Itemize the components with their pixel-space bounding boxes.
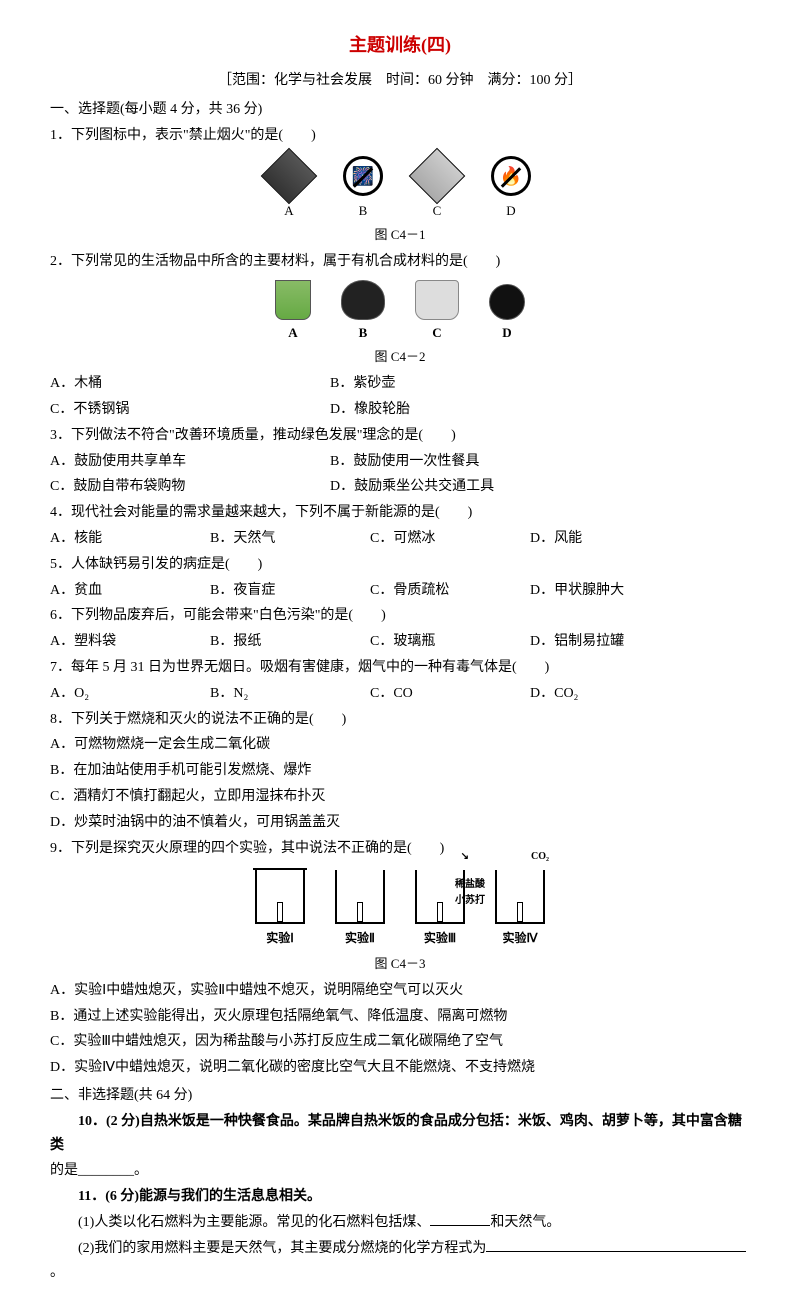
- q2d: D．橡胶轮胎: [330, 398, 410, 422]
- q11: 11．(6 分)能源与我们的生活息息相关。: [50, 1185, 750, 1209]
- q5d: D．甲状腺肿大: [530, 579, 690, 603]
- fig2-b: B: [359, 322, 368, 344]
- exp1-label: 实验Ⅰ: [266, 928, 294, 948]
- q11-1: (1)人类以化石燃料为主要能源。常见的化石燃料包括煤、和天然气。: [50, 1211, 750, 1235]
- q4: 4．现代社会对能量的需求量越来越大，下列不属于新能源的是( ): [50, 501, 750, 525]
- q9d: D．实验Ⅳ中蜡烛熄灭，说明二氧化碳的密度比空气大且不能燃烧、不支持燃烧: [50, 1056, 750, 1080]
- q4d: D．风能: [530, 527, 690, 551]
- co2-label: CO₂: [531, 848, 549, 865]
- q9a: A．实验Ⅰ中蜡烛熄灭，实验Ⅱ中蜡烛不熄灭，说明隔绝空气可以灭火: [50, 979, 750, 1003]
- blank-fuel: [430, 1225, 490, 1226]
- fig2-caption: 图 C4－2: [50, 346, 750, 368]
- q4a: A．核能: [50, 527, 210, 551]
- q2a: A．木桶: [50, 372, 330, 396]
- q2c: C．不锈钢锅: [50, 398, 330, 422]
- q3: 3．下列做法不符合"改善环境质量，推动绿色发展"理念的是( ): [50, 424, 750, 448]
- q9: 9．下列是探究灭火原理的四个实验，其中说法不正确的是( ): [50, 837, 750, 861]
- q8c: C．酒精灯不慎打翻起火，立即用湿抹布扑灭: [50, 785, 750, 809]
- fig2-a: A: [288, 322, 297, 344]
- q8d: D．炒菜时油锅中的油不慎着火，可用锅盖盖灭: [50, 811, 750, 835]
- exp4-label: 实验Ⅳ: [502, 928, 537, 948]
- q3b: B．鼓励使用一次性餐具: [330, 450, 479, 474]
- q5b: B．夜盲症: [210, 579, 370, 603]
- q5a: A．贫血: [50, 579, 210, 603]
- q11-2: (2)我们的家用燃料主要是天然气，其主要成分燃烧的化学方程式为。: [50, 1237, 750, 1285]
- fig1-b: B: [359, 200, 368, 222]
- fig1-d: D: [506, 200, 515, 222]
- q2: 2．下列常见的生活物品中所含的主要材料，属于有机合成材料的是( ): [50, 250, 750, 274]
- q8b: B．在加油站使用手机可能引发燃烧、爆炸: [50, 759, 750, 783]
- q7d: D．CO₂: [530, 682, 690, 706]
- q9c: C．实验Ⅲ中蜡烛熄灭，因为稀盐酸与小苏打反应生成二氧化碳隔绝了空气: [50, 1030, 750, 1054]
- figure-c4-2: A B C D: [50, 280, 750, 344]
- fig3-caption: 图 C4－3: [50, 953, 750, 975]
- q6d: D．铝制易拉罐: [530, 630, 690, 654]
- fig2-c: C: [432, 322, 441, 344]
- q6c: C．玻璃瓶: [370, 630, 530, 654]
- q8a: A．可燃物燃烧一定会生成二氧化碳: [50, 733, 750, 757]
- q7c: C．CO: [370, 682, 530, 706]
- page-title: 主题训练(四): [50, 30, 750, 61]
- exp2-label: 实验Ⅱ: [345, 928, 375, 948]
- blank-equation: [486, 1251, 746, 1252]
- subtitle: ［范围：化学与社会发展 时间：60 分钟 满分：100 分］: [50, 69, 750, 93]
- figure-c4-1: A 🎆B C 🔥D: [50, 154, 750, 222]
- acid-label: 稀盐酸: [455, 876, 485, 893]
- q3c: C．鼓励自带布袋购物: [50, 475, 330, 499]
- q2b: B．紫砂壶: [330, 372, 395, 396]
- q9b: B．通过上述实验能得出，灭火原理包括隔绝氧气、降低温度、隔离可燃物: [50, 1005, 750, 1029]
- section2-header: 二、非选择题(共 64 分): [50, 1084, 750, 1108]
- q7a: A．O₂: [50, 682, 210, 706]
- q7b: B．N₂: [210, 682, 370, 706]
- q3a: A．鼓励使用共享单车: [50, 450, 330, 474]
- q7: 7．每年 5 月 31 日为世界无烟日。吸烟有害健康，烟气中的一种有毒气体是( …: [50, 656, 750, 680]
- q10-tail: 的是________。: [50, 1159, 750, 1183]
- q10: 10．(2 分)自热米饭是一种快餐食品。某品牌自热米饭的食品成分包括：米饭、鸡肉…: [50, 1110, 750, 1158]
- q4c: C．可燃冰: [370, 527, 530, 551]
- figure-c4-3: 实验Ⅰ 实验Ⅱ ↘稀盐酸小苏打实验Ⅲ CO₂实验Ⅳ: [50, 870, 750, 948]
- q5: 5．人体缺钙易引发的病症是( ): [50, 553, 750, 577]
- q1: 1．下列图标中，表示"禁止烟火"的是( ): [50, 124, 750, 148]
- section1-header: 一、选择题(每小题 4 分，共 36 分): [50, 98, 750, 122]
- q4b: B．天然气: [210, 527, 370, 551]
- q6a: A．塑料袋: [50, 630, 210, 654]
- q6: 6．下列物品废弃后，可能会带来"白色污染"的是( ): [50, 604, 750, 628]
- q3d: D．鼓励乘坐公共交通工具: [330, 475, 494, 499]
- q5c: C．骨质疏松: [370, 579, 530, 603]
- q6b: B．报纸: [210, 630, 370, 654]
- q8: 8．下列关于燃烧和灭火的说法不正确的是( ): [50, 708, 750, 732]
- fig1-caption: 图 C4－1: [50, 224, 750, 246]
- exp3-label: 实验Ⅲ: [424, 928, 456, 948]
- fig2-d: D: [502, 322, 511, 344]
- soda-label: 小苏打: [455, 892, 485, 909]
